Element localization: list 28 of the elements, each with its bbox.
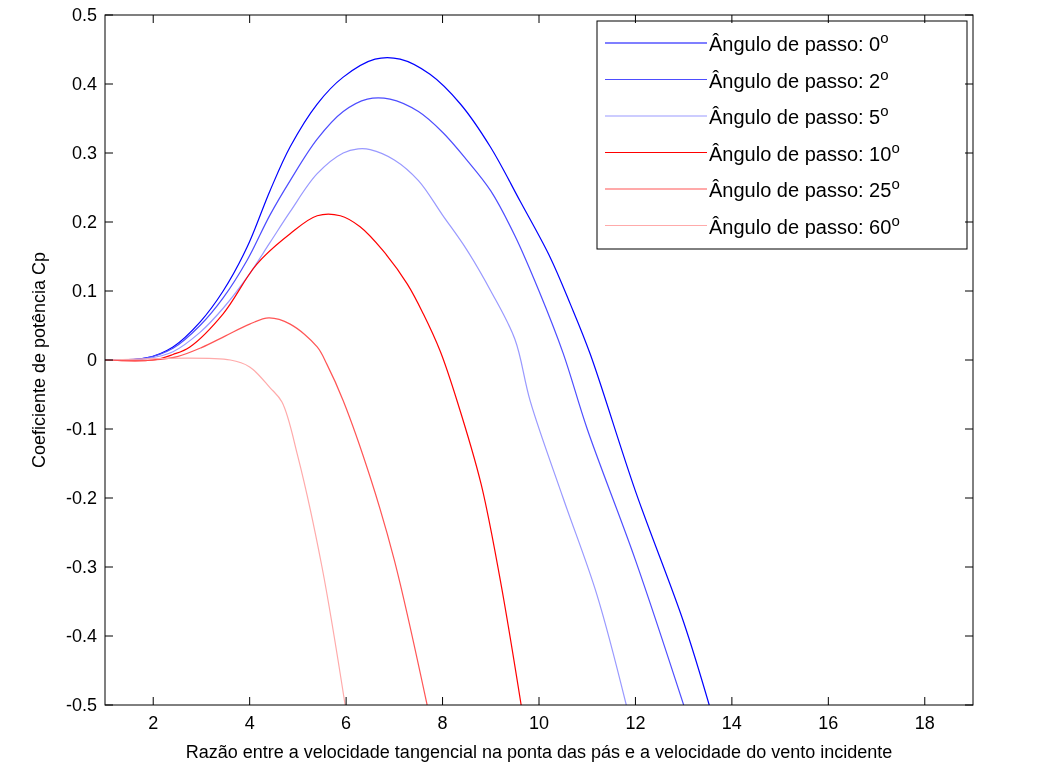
y-tick-label: 0.2 [71,212,97,232]
y-tick-label: 0.3 [71,143,97,163]
y-tick-label: -0.1 [65,419,97,439]
y-axis-title: Coeficiente de potência Cp [29,251,49,469]
x-tick-label: 14 [721,713,742,733]
x-tick-label: 6 [341,713,352,733]
y-tick-label: -0.4 [65,626,97,646]
x-tick-label: 8 [437,713,448,733]
y-tick-label: -0.2 [65,488,97,508]
text: Ângulo de passo: 5$^{o}$ [709,101,889,128]
y-tick-label: 0.1 [71,281,97,301]
x-tick-label: 10 [528,713,550,733]
text: Ângulo de passo: 25$^{o}$ [709,174,900,201]
y-tick-label: 0.4 [71,74,97,94]
text: Ângulo de passo: 0$^{o}$ [709,28,889,55]
y-tick-label: 0 [86,350,97,370]
x-tick-label: 2 [148,713,159,733]
y-tick-label: -0.5 [65,695,97,715]
text: Ângulo de passo: 10$^{o}$ [709,138,900,165]
x-axis-title: Razão entre a velocidade tangencial na ponta das pás e a velocidade do vento incidente [185,742,893,762]
text: Ângulo de passo: 2$^{o}$ [709,65,889,92]
y-tick-label: 0.5 [71,5,97,25]
x-tick-label: 12 [625,713,646,733]
text: Ângulo de passo: 60$^{o}$ [709,211,900,238]
y-tick-label: -0.3 [65,557,97,577]
x-tick-label: 4 [244,713,255,733]
x-tick-label: 16 [818,713,839,733]
x-tick-label: 18 [914,713,935,733]
